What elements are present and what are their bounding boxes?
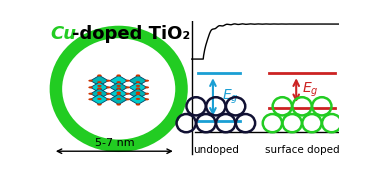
Circle shape [116,92,121,94]
Circle shape [88,86,93,88]
Circle shape [116,98,121,100]
Circle shape [116,81,121,83]
Circle shape [125,86,130,88]
Text: $E_g$: $E_g$ [222,88,238,106]
Circle shape [106,98,110,100]
Circle shape [97,74,102,77]
Circle shape [116,103,121,106]
Circle shape [116,93,121,95]
Circle shape [88,80,93,82]
Circle shape [145,86,149,88]
Circle shape [136,85,140,87]
Circle shape [97,81,102,83]
Text: Cu: Cu [50,25,76,43]
Circle shape [145,98,149,100]
Text: -doped TiO₂: -doped TiO₂ [72,25,190,43]
Circle shape [136,92,140,94]
Circle shape [97,85,102,87]
Circle shape [136,93,140,95]
Polygon shape [129,89,147,99]
Circle shape [145,93,149,95]
Polygon shape [129,94,147,105]
Circle shape [106,80,110,82]
Circle shape [145,80,149,82]
Polygon shape [129,82,147,93]
Polygon shape [110,82,127,93]
Polygon shape [110,89,127,99]
Circle shape [136,103,140,106]
Circle shape [97,87,102,90]
Polygon shape [110,76,127,86]
Text: $E_g$: $E_g$ [302,81,319,99]
Circle shape [97,92,102,94]
Circle shape [125,98,130,100]
Circle shape [97,93,102,95]
Circle shape [125,80,130,82]
Polygon shape [129,76,147,86]
Circle shape [88,98,93,100]
Polygon shape [90,82,108,93]
Circle shape [136,87,140,90]
Circle shape [136,98,140,100]
Circle shape [106,93,110,95]
Circle shape [106,86,110,88]
Circle shape [136,81,140,83]
Polygon shape [90,76,108,86]
Circle shape [125,93,130,95]
Text: 5-7 nm: 5-7 nm [95,138,134,148]
Polygon shape [110,94,127,105]
Polygon shape [90,94,108,105]
Polygon shape [90,89,108,99]
Circle shape [116,87,121,90]
Circle shape [97,98,102,100]
Circle shape [116,85,121,87]
Circle shape [88,93,93,95]
Circle shape [116,74,121,77]
Text: surface doped: surface doped [265,145,339,155]
Circle shape [136,74,140,77]
Text: undoped: undoped [193,145,239,155]
Circle shape [97,103,102,106]
